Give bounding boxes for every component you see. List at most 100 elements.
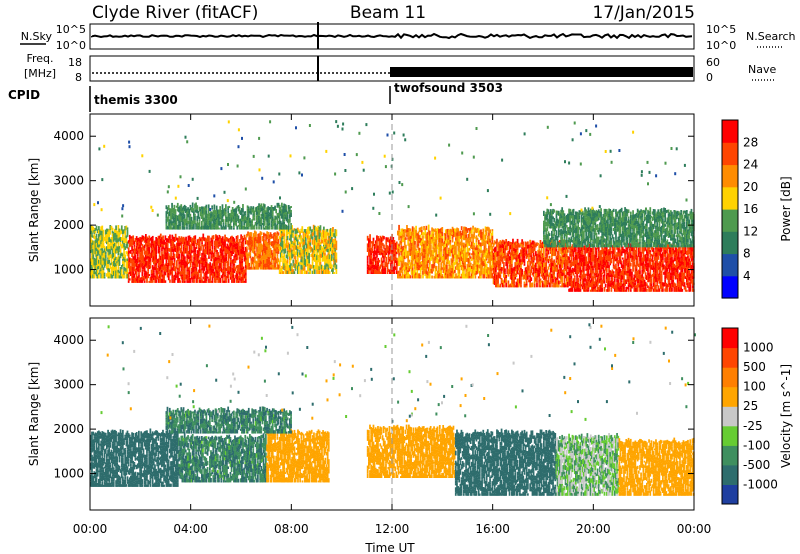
data-cell: [565, 281, 568, 285]
data-cell: [495, 267, 497, 273]
data-cell: [242, 266, 245, 270]
data-cell: [138, 268, 140, 273]
data-cell: [283, 236, 286, 240]
data-cell: [196, 258, 199, 262]
data-cell: [196, 243, 199, 245]
data-cell: [114, 253, 116, 259]
data-cell: [482, 274, 485, 279]
data-cell: [556, 268, 559, 273]
data-cell: [557, 273, 560, 278]
data-cell: [476, 250, 479, 254]
data-cell: [561, 254, 564, 260]
data-cell: [185, 240, 187, 244]
data-cell: [283, 233, 286, 237]
data-cell: [561, 278, 564, 283]
data-cell: [220, 267, 223, 273]
data-cell: [393, 265, 396, 270]
data-cell: [263, 256, 265, 260]
data-cell: [369, 234, 371, 240]
data-cell: [551, 252, 553, 258]
data-cell: [265, 254, 267, 259]
data-cell: [246, 248, 248, 253]
data-cell: [467, 260, 470, 264]
data-cell: [503, 284, 505, 288]
data-cell: [397, 244, 399, 249]
data-cell: [507, 283, 510, 286]
data-cell: [498, 264, 501, 269]
data-cell: [114, 249, 116, 253]
data-cell: [378, 240, 381, 247]
data-cell: [172, 268, 175, 271]
data-cell: [472, 247, 474, 251]
data-cell: [458, 257, 461, 263]
data-cell: [318, 226, 321, 230]
data-cell: [276, 244, 279, 247]
data-cell: [315, 235, 317, 241]
data-cell: [569, 246, 572, 251]
data-cell: [479, 242, 481, 245]
data-cell: [507, 241, 510, 246]
data-cell: [257, 244, 260, 249]
data-cell: [130, 236, 132, 239]
data-cell: [131, 236, 133, 239]
data-cell: [290, 252, 292, 255]
data-cell: [610, 260, 613, 264]
data-cell: [499, 283, 502, 288]
data-cell: [114, 269, 116, 272]
data-cell: [139, 252, 141, 255]
data-cell: [193, 256, 195, 260]
data-cell: [325, 233, 328, 239]
data-cell: [439, 276, 441, 279]
data-cell: [519, 262, 521, 265]
data-cell: [169, 279, 171, 283]
data-cell: [91, 248, 93, 253]
data-cell: [369, 255, 371, 261]
data-cell: [418, 276, 421, 279]
data-cell: [504, 272, 506, 275]
data-cell: [551, 247, 553, 253]
data-cell: [146, 247, 148, 253]
data-cell: [391, 238, 393, 243]
data-cell: [233, 242, 236, 248]
data-cell: [567, 259, 569, 262]
data-cell: [147, 262, 150, 268]
data-cell: [263, 264, 265, 270]
data-cell: [434, 249, 437, 252]
data-cell: [110, 270, 113, 274]
data-cell: [209, 262, 212, 268]
data-cell: [504, 277, 506, 283]
data-cell: [639, 270, 641, 275]
data-cell: [161, 239, 163, 244]
data-cell: [98, 263, 100, 266]
data-cell: [148, 235, 151, 239]
data-cell: [551, 262, 553, 268]
data-cell: [483, 259, 486, 263]
data-cell: [483, 249, 486, 253]
data-cell: [227, 254, 230, 258]
data-cell: [207, 276, 209, 279]
data-cell: [198, 247, 201, 252]
data-cell: [180, 253, 183, 259]
data-cell: [300, 264, 303, 270]
data-cell: [495, 279, 497, 282]
data-cell: [182, 244, 185, 247]
data-cell: [444, 269, 447, 273]
data-cell: [241, 241, 244, 245]
data-cell: [459, 230, 462, 236]
data-cell: [181, 265, 184, 270]
data-cell: [181, 256, 184, 260]
data-cell: [303, 229, 306, 233]
data-cell: [275, 243, 278, 245]
data-cell: [312, 229, 315, 233]
data-cell: [221, 252, 224, 256]
data-cell: [483, 245, 486, 250]
data-cell: [117, 232, 120, 237]
data-cell: [392, 237, 395, 240]
data-cell: [185, 236, 187, 241]
data-cell: [151, 249, 154, 253]
data-cell: [242, 280, 245, 283]
data-cell: [520, 262, 522, 265]
data-cell: [514, 255, 517, 258]
data-cell: [115, 248, 117, 254]
data-cell: [444, 233, 447, 237]
